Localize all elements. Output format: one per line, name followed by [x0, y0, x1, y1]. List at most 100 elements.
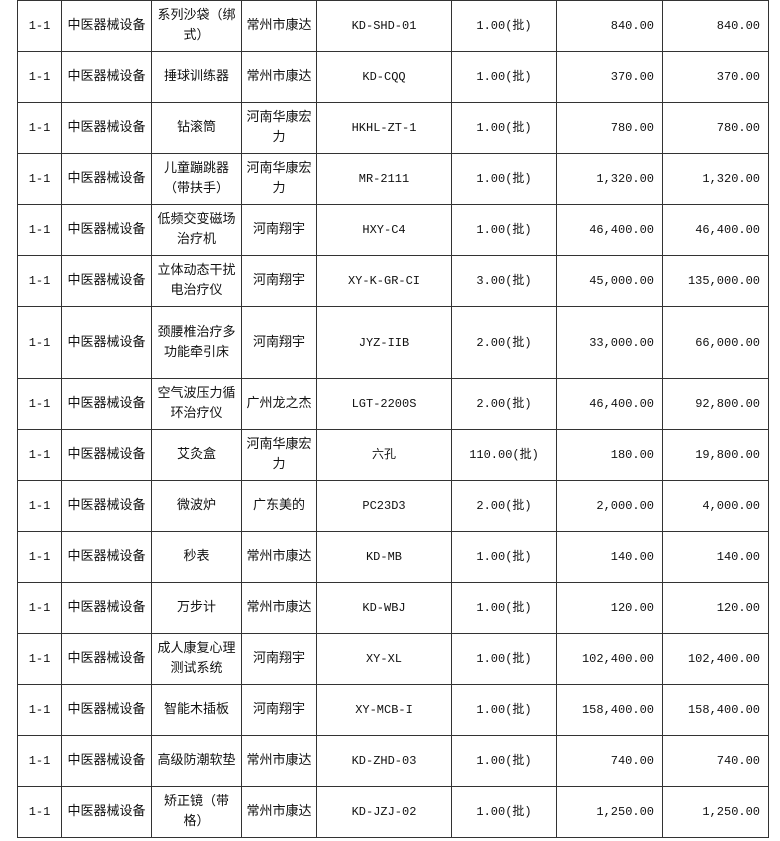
- unit-price-cell: 780.00: [556, 102, 663, 154]
- item-code-cell: 1-1: [17, 429, 62, 481]
- unit-price-cell: 102,400.00: [556, 633, 663, 685]
- total-price-cell: 120.00: [662, 582, 769, 634]
- model-cell: XY-XL: [316, 633, 452, 685]
- total-price-cell: 1,320.00: [662, 153, 769, 205]
- equipment-table: 1-1 中医器械设备 系列沙袋（绑式） 常州市康达 KD-SHD-01 1.00(批) 84…: [17, 0, 769, 838]
- total-price-cell: 140.00: [662, 531, 769, 583]
- category-cell: 中医器械设备: [61, 684, 152, 736]
- item-code-cell: 1-1: [17, 582, 62, 634]
- total-price-cell: 840.00: [662, 0, 769, 52]
- item-code-cell: 1-1: [17, 51, 62, 103]
- quantity-cell: 110.00(批): [451, 429, 557, 481]
- table-row: 1-1 中医器械设备 成人康复心理测试系统 河南翔宇 XY-XL 1.00(批) 102,4…: [17, 633, 769, 685]
- brand-cell: 常州市康达: [241, 51, 317, 103]
- category-cell: 中医器械设备: [61, 0, 152, 52]
- table-row: 1-1 中医器械设备 捶球训练器 常州市康达 KD-CQQ 1.00(批) 370.00 37…: [17, 51, 769, 103]
- table-row: 1-1 中医器械设备 系列沙袋（绑式） 常州市康达 KD-SHD-01 1.00(批) 84…: [17, 0, 769, 52]
- item-name-cell: 捶球训练器: [151, 51, 242, 103]
- unit-price-cell: 2,000.00: [556, 480, 663, 532]
- item-code-cell: 1-1: [17, 102, 62, 154]
- total-price-cell: 46,400.00: [662, 204, 769, 256]
- unit-price-cell: 1,320.00: [556, 153, 663, 205]
- quantity-cell: 2.00(批): [451, 306, 557, 379]
- category-cell: 中医器械设备: [61, 735, 152, 787]
- model-cell: MR-2111: [316, 153, 452, 205]
- table-row: 1-1 中医器械设备 微波炉 广东美的 PC23D3 2.00(批) 2,000.00 4,0…: [17, 480, 769, 532]
- category-cell: 中医器械设备: [61, 429, 152, 481]
- quantity-cell: 1.00(批): [451, 684, 557, 736]
- item-name-cell: 儿童蹦跳器（带扶手）: [151, 153, 242, 205]
- category-cell: 中医器械设备: [61, 633, 152, 685]
- item-name-cell: 低频交变磁场治疗机: [151, 204, 242, 256]
- category-cell: 中医器械设备: [61, 102, 152, 154]
- total-price-cell: 1,250.00: [662, 786, 769, 838]
- total-price-cell: 19,800.00: [662, 429, 769, 481]
- quantity-cell: 3.00(批): [451, 255, 557, 307]
- unit-price-cell: 180.00: [556, 429, 663, 481]
- total-price-cell: 370.00: [662, 51, 769, 103]
- quantity-cell: 2.00(批): [451, 378, 557, 430]
- model-cell: XY-K-GR-CI: [316, 255, 452, 307]
- brand-cell: 常州市康达: [241, 0, 317, 52]
- model-cell: KD-SHD-01: [316, 0, 452, 52]
- total-price-cell: 158,400.00: [662, 684, 769, 736]
- unit-price-cell: 33,000.00: [556, 306, 663, 379]
- quantity-cell: 1.00(批): [451, 786, 557, 838]
- table-body: 1-1 中医器械设备 系列沙袋（绑式） 常州市康达 KD-SHD-01 1.00(批) 84…: [17, 0, 769, 838]
- model-cell: PC23D3: [316, 480, 452, 532]
- category-cell: 中医器械设备: [61, 480, 152, 532]
- model-cell: KD-CQQ: [316, 51, 452, 103]
- quantity-cell: 1.00(批): [451, 531, 557, 583]
- item-name-cell: 微波炉: [151, 480, 242, 532]
- item-name-cell: 万步计: [151, 582, 242, 634]
- table-row: 1-1 中医器械设备 矫正镜（带格） 常州市康达 KD-JZJ-02 1.00(批) 1,2…: [17, 786, 769, 838]
- item-name-cell: 立体动态干扰电治疗仪: [151, 255, 242, 307]
- model-cell: KD-JZJ-02: [316, 786, 452, 838]
- quantity-cell: 1.00(批): [451, 582, 557, 634]
- model-cell: JYZ-IIB: [316, 306, 452, 379]
- total-price-cell: 780.00: [662, 102, 769, 154]
- item-name-cell: 颈腰椎治疗多功能牵引床: [151, 306, 242, 379]
- total-price-cell: 102,400.00: [662, 633, 769, 685]
- unit-price-cell: 46,400.00: [556, 204, 663, 256]
- item-code-cell: 1-1: [17, 255, 62, 307]
- category-cell: 中医器械设备: [61, 51, 152, 103]
- table-row: 1-1 中医器械设备 钻滚筒 河南华康宏力 HKHL-ZT-1 1.00(批) 780.00…: [17, 102, 769, 154]
- unit-price-cell: 120.00: [556, 582, 663, 634]
- unit-price-cell: 370.00: [556, 51, 663, 103]
- category-cell: 中医器械设备: [61, 204, 152, 256]
- quantity-cell: 1.00(批): [451, 102, 557, 154]
- category-cell: 中医器械设备: [61, 582, 152, 634]
- model-cell: LGT-2200S: [316, 378, 452, 430]
- quantity-cell: 1.00(批): [451, 153, 557, 205]
- model-cell: KD-MB: [316, 531, 452, 583]
- table-row: 1-1 中医器械设备 秒表 常州市康达 KD-MB 1.00(批) 140.00 140.00: [17, 531, 769, 583]
- category-cell: 中医器械设备: [61, 255, 152, 307]
- item-code-cell: 1-1: [17, 531, 62, 583]
- quantity-cell: 1.00(批): [451, 735, 557, 787]
- item-name-cell: 智能木插板: [151, 684, 242, 736]
- total-price-cell: 740.00: [662, 735, 769, 787]
- brand-cell: 河南翔宇: [241, 684, 317, 736]
- brand-cell: 河南华康宏力: [241, 429, 317, 481]
- unit-price-cell: 740.00: [556, 735, 663, 787]
- item-name-cell: 成人康复心理测试系统: [151, 633, 242, 685]
- unit-price-cell: 1,250.00: [556, 786, 663, 838]
- item-name-cell: 钻滚筒: [151, 102, 242, 154]
- brand-cell: 河南华康宏力: [241, 102, 317, 154]
- item-name-cell: 高级防潮软垫: [151, 735, 242, 787]
- table-row: 1-1 中医器械设备 儿童蹦跳器（带扶手） 河南华康宏力 MR-2111 1.00(批) 1…: [17, 153, 769, 205]
- item-code-cell: 1-1: [17, 0, 62, 52]
- brand-cell: 常州市康达: [241, 582, 317, 634]
- table-row: 1-1 中医器械设备 高级防潮软垫 常州市康达 KD-ZHD-03 1.00(批) 740.…: [17, 735, 769, 787]
- brand-cell: 常州市康达: [241, 786, 317, 838]
- model-cell: KD-WBJ: [316, 582, 452, 634]
- total-price-cell: 66,000.00: [662, 306, 769, 379]
- category-cell: 中医器械设备: [61, 786, 152, 838]
- item-code-cell: 1-1: [17, 204, 62, 256]
- item-code-cell: 1-1: [17, 684, 62, 736]
- quantity-cell: 1.00(批): [451, 0, 557, 52]
- model-cell: 六孔: [316, 429, 452, 481]
- item-code-cell: 1-1: [17, 153, 62, 205]
- quantity-cell: 2.00(批): [451, 480, 557, 532]
